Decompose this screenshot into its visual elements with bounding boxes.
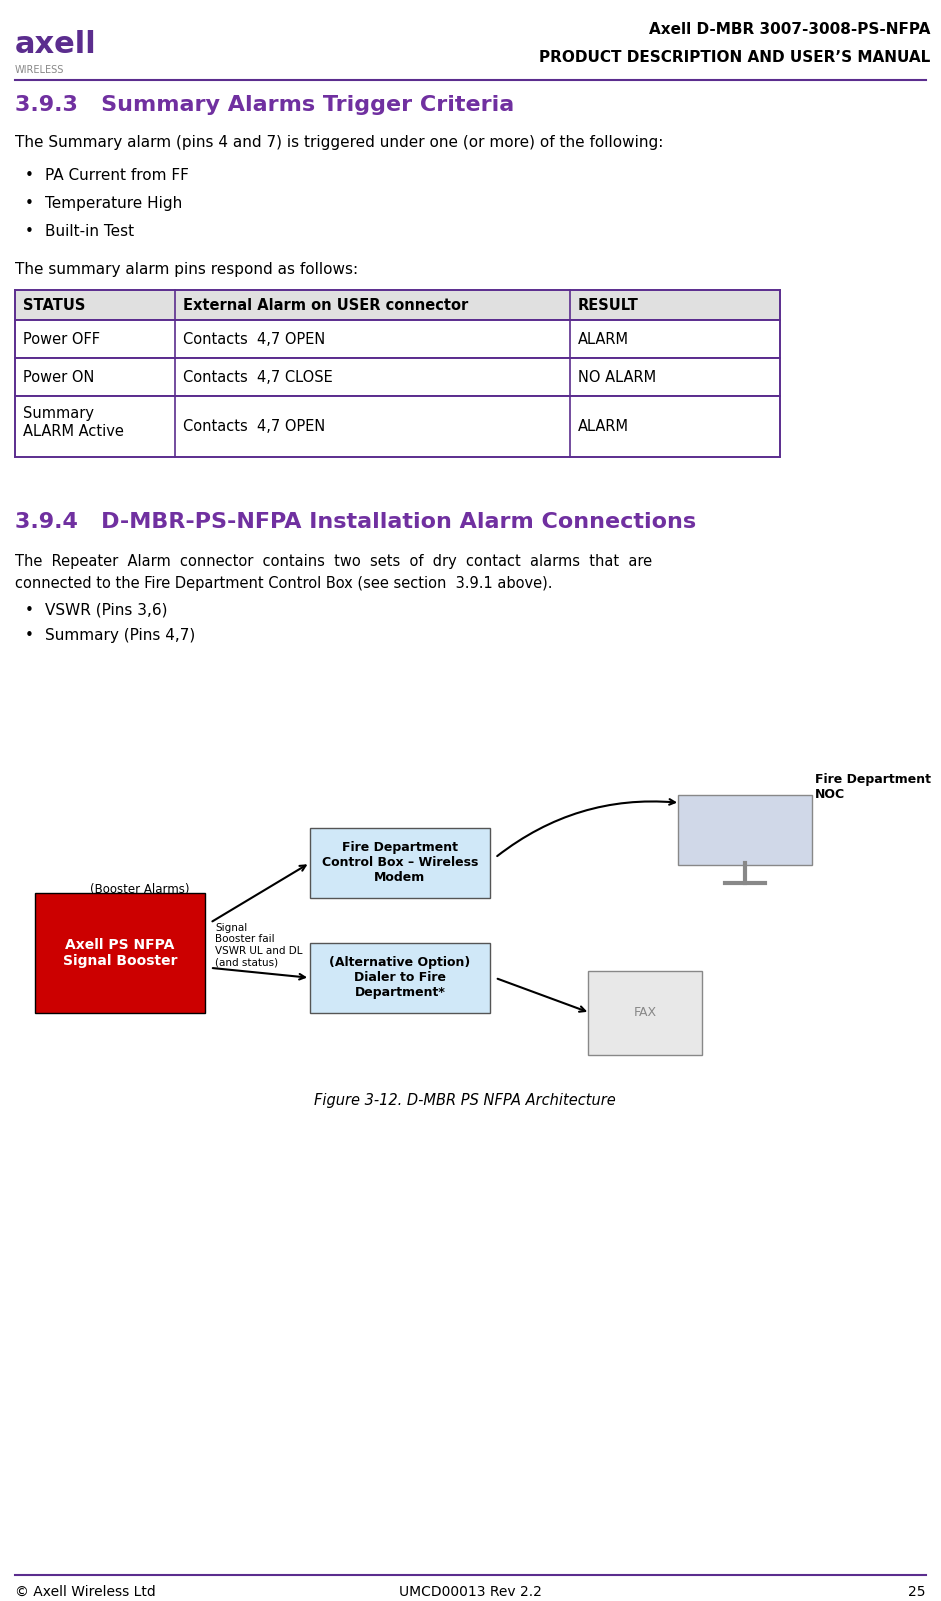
Text: FAX: FAX bbox=[633, 1007, 657, 1020]
Text: External Alarm on USER connector: External Alarm on USER connector bbox=[183, 298, 469, 312]
Text: VSWR (Pins 3,6): VSWR (Pins 3,6) bbox=[45, 604, 167, 618]
Text: Contacts  4,7 OPEN: Contacts 4,7 OPEN bbox=[183, 419, 326, 434]
FancyBboxPatch shape bbox=[310, 943, 490, 1013]
Text: Contacts  4,7 CLOSE: Contacts 4,7 CLOSE bbox=[183, 370, 333, 384]
Text: 25: 25 bbox=[908, 1585, 926, 1599]
Text: •: • bbox=[25, 224, 34, 239]
Text: (Booster Alarms): (Booster Alarms) bbox=[90, 882, 190, 897]
Text: NO ALARM: NO ALARM bbox=[578, 370, 656, 384]
Text: 3.9.4   D-MBR-PS-NFPA Installation Alarm Connections: 3.9.4 D-MBR-PS-NFPA Installation Alarm C… bbox=[15, 512, 696, 532]
Text: Summary (Pins 4,7): Summary (Pins 4,7) bbox=[45, 628, 195, 642]
Text: The summary alarm pins respond as follows:: The summary alarm pins respond as follow… bbox=[15, 263, 359, 277]
Text: axell: axell bbox=[15, 30, 97, 59]
Text: Temperature High: Temperature High bbox=[45, 195, 183, 211]
Text: PRODUCT DESCRIPTION AND USER’S MANUAL: PRODUCT DESCRIPTION AND USER’S MANUAL bbox=[539, 50, 930, 66]
FancyBboxPatch shape bbox=[310, 828, 490, 898]
Text: Signal
Booster fail
VSWR UL and DL
(and status): Signal Booster fail VSWR UL and DL (and … bbox=[215, 922, 302, 967]
Text: Contacts  4,7 OPEN: Contacts 4,7 OPEN bbox=[183, 331, 326, 346]
Text: © Axell Wireless Ltd: © Axell Wireless Ltd bbox=[15, 1585, 156, 1599]
Text: The  Repeater  Alarm  connector  contains  two  sets  of  dry  contact  alarms  : The Repeater Alarm connector contains tw… bbox=[15, 554, 652, 568]
Text: connected to the Fire Department Control Box (see section  3.9.1 above).: connected to the Fire Department Control… bbox=[15, 576, 552, 591]
Text: RESULT: RESULT bbox=[578, 298, 639, 312]
Text: •: • bbox=[25, 628, 34, 642]
FancyBboxPatch shape bbox=[15, 395, 780, 456]
Text: •: • bbox=[25, 195, 34, 211]
FancyBboxPatch shape bbox=[678, 794, 812, 865]
Text: PA Current from FF: PA Current from FF bbox=[45, 168, 189, 183]
Text: ALARM: ALARM bbox=[578, 331, 629, 346]
Text: STATUS: STATUS bbox=[23, 298, 86, 312]
Text: Power OFF: Power OFF bbox=[23, 331, 100, 346]
Text: Figure 3-12. D-MBR PS NFPA Architecture: Figure 3-12. D-MBR PS NFPA Architecture bbox=[314, 1093, 615, 1108]
Text: Fire Department
NOC: Fire Department NOC bbox=[815, 773, 931, 800]
Text: Fire Department
Control Box – Wireless
Modem: Fire Department Control Box – Wireless M… bbox=[322, 841, 478, 884]
Text: Axell PS NFPA
Signal Booster: Axell PS NFPA Signal Booster bbox=[63, 938, 177, 969]
Text: •: • bbox=[25, 168, 34, 183]
Text: (Alternative Option)
Dialer to Fire
Department*: (Alternative Option) Dialer to Fire Depa… bbox=[329, 956, 470, 999]
Text: ALARM Active: ALARM Active bbox=[23, 424, 124, 439]
Text: WIRELESS: WIRELESS bbox=[15, 66, 64, 75]
Text: •: • bbox=[25, 604, 34, 618]
Text: ALARM: ALARM bbox=[578, 419, 629, 434]
FancyBboxPatch shape bbox=[588, 970, 702, 1055]
Text: The Summary alarm (pins 4 and 7) is triggered under one (or more) of the followi: The Summary alarm (pins 4 and 7) is trig… bbox=[15, 134, 663, 150]
FancyBboxPatch shape bbox=[15, 320, 780, 359]
Text: 3.9.3   Summary Alarms Trigger Criteria: 3.9.3 Summary Alarms Trigger Criteria bbox=[15, 94, 514, 115]
Text: Built-in Test: Built-in Test bbox=[45, 224, 135, 239]
FancyBboxPatch shape bbox=[35, 893, 205, 1013]
Text: Power ON: Power ON bbox=[23, 370, 94, 384]
Text: Axell D-MBR 3007-3008-PS-NFPA: Axell D-MBR 3007-3008-PS-NFPA bbox=[648, 22, 930, 37]
FancyBboxPatch shape bbox=[15, 290, 780, 320]
Text: UMCD00013 Rev 2.2: UMCD00013 Rev 2.2 bbox=[399, 1585, 541, 1599]
Text: Summary: Summary bbox=[23, 407, 94, 421]
FancyBboxPatch shape bbox=[15, 359, 780, 395]
